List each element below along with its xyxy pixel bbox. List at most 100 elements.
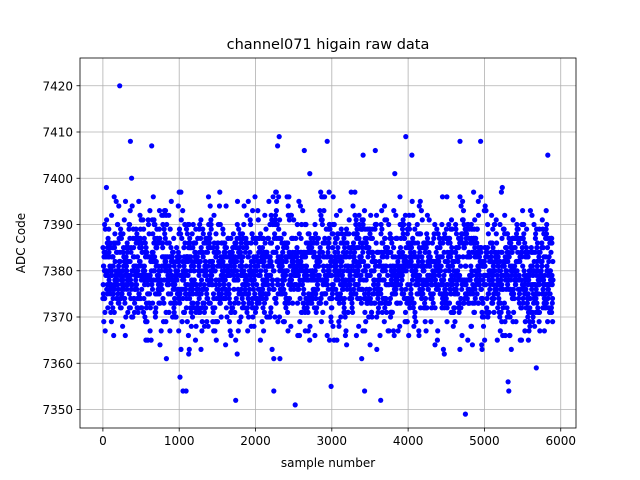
data-point <box>424 212 430 218</box>
data-point <box>234 351 240 357</box>
data-point <box>533 231 539 237</box>
data-point <box>109 212 115 218</box>
data-point <box>126 226 132 232</box>
data-point <box>336 323 342 329</box>
data-point <box>389 235 395 241</box>
data-point <box>311 249 317 255</box>
data-point <box>186 221 192 228</box>
data-point <box>543 226 549 232</box>
data-point <box>171 309 177 315</box>
data-point <box>231 272 237 278</box>
data-point <box>273 189 279 195</box>
data-point <box>494 337 500 343</box>
data-point <box>344 249 350 255</box>
data-point <box>283 305 289 311</box>
data-point <box>175 249 181 255</box>
data-point <box>186 346 192 352</box>
data-point <box>243 263 249 269</box>
data-point <box>198 245 204 251</box>
data-point <box>447 235 453 241</box>
data-point <box>171 263 177 269</box>
data-point <box>520 300 526 306</box>
data-point <box>315 235 321 241</box>
data-point <box>147 328 153 334</box>
data-point <box>550 319 556 325</box>
data-point <box>402 309 409 315</box>
data-point <box>227 263 234 269</box>
x-tick-label: 1000 <box>164 434 195 448</box>
data-point <box>275 319 281 325</box>
data-point <box>367 231 373 237</box>
data-point <box>102 309 108 315</box>
data-point <box>128 249 134 255</box>
data-point <box>484 254 490 260</box>
data-point <box>339 258 345 265</box>
data-point <box>205 295 211 302</box>
data-point <box>110 254 116 260</box>
data-point <box>471 309 478 315</box>
data-point <box>460 198 466 204</box>
data-point <box>278 235 284 241</box>
data-point <box>210 291 217 297</box>
data-point <box>495 263 501 269</box>
data-point <box>510 286 516 292</box>
data-point <box>122 300 128 306</box>
data-point <box>107 240 113 246</box>
data-point <box>174 245 180 251</box>
data-point <box>217 282 223 288</box>
data-point <box>187 268 193 274</box>
data-point <box>288 277 295 283</box>
data-point <box>185 272 191 278</box>
data-point <box>409 277 416 283</box>
data-point <box>290 300 296 306</box>
data-point <box>142 268 148 274</box>
data-point <box>335 245 341 251</box>
data-point <box>472 286 478 292</box>
data-point <box>217 221 223 228</box>
data-point <box>426 249 432 255</box>
data-point <box>432 342 438 348</box>
data-point <box>391 208 397 214</box>
data-point <box>173 314 179 320</box>
data-point <box>543 208 549 214</box>
data-point <box>478 286 485 292</box>
data-point <box>425 240 431 246</box>
data-point <box>359 286 366 292</box>
data-point <box>381 277 387 283</box>
data-point <box>460 208 467 214</box>
data-point <box>222 295 228 302</box>
data-point <box>498 309 504 315</box>
data-point <box>378 291 384 297</box>
data-point <box>101 263 107 269</box>
data-point <box>529 263 536 269</box>
data-point-outlier <box>127 138 133 144</box>
data-point <box>217 189 223 195</box>
data-point <box>116 203 122 209</box>
data-point <box>333 263 339 269</box>
data-point <box>511 295 517 302</box>
data-point <box>522 328 528 334</box>
data-point <box>114 295 120 302</box>
data-point <box>376 272 382 278</box>
data-point <box>139 286 145 292</box>
data-point <box>388 277 394 283</box>
data-point <box>220 258 226 265</box>
data-point <box>252 291 258 297</box>
data-point <box>398 282 404 288</box>
data-point <box>420 286 426 292</box>
data-point <box>330 282 336 288</box>
y-tick-label: 7360 <box>42 357 73 371</box>
data-point <box>163 258 169 265</box>
data-point <box>127 305 133 311</box>
data-point <box>366 245 372 251</box>
data-point <box>240 300 247 306</box>
data-point <box>349 295 355 302</box>
data-point <box>123 314 129 320</box>
data-point <box>410 235 416 241</box>
data-point <box>360 249 366 255</box>
data-point <box>360 221 366 228</box>
data-point <box>424 231 430 237</box>
data-point <box>531 221 537 228</box>
data-point <box>546 254 552 260</box>
data-point <box>150 194 156 200</box>
